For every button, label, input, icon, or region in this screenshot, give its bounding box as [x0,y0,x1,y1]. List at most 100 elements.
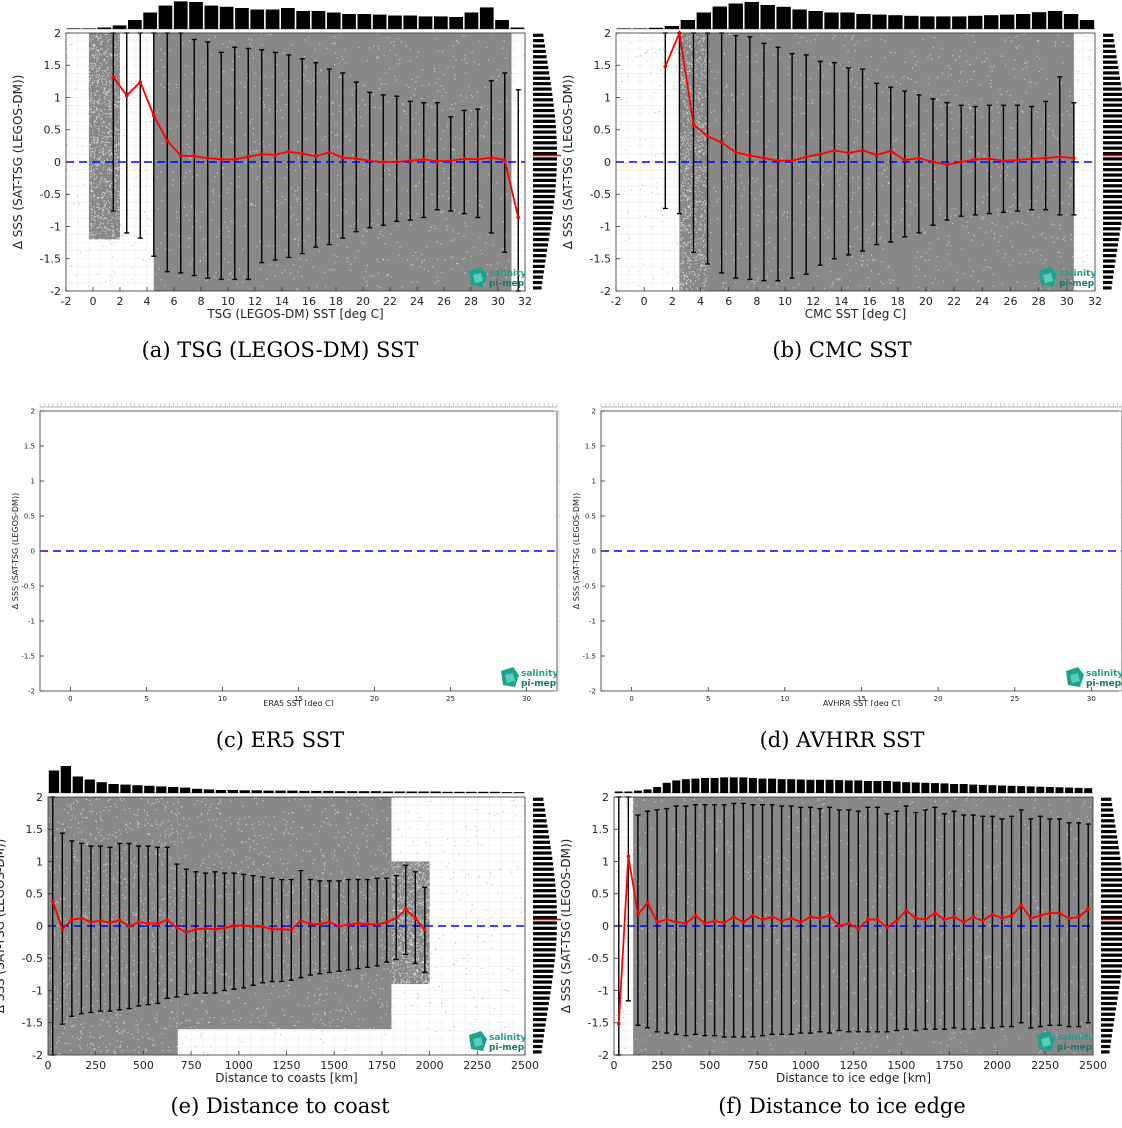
scatter-gap [954,214,956,217]
mean-point [367,158,372,163]
scatter-gap [117,167,119,169]
scatter-gap [703,206,705,208]
scatter-gap [94,54,96,57]
scatter-gap [977,152,979,154]
scatter-point [181,108,183,110]
scatter-gap [100,48,103,50]
scatter-gap [250,203,252,206]
y-tick-label: 0.5 [44,124,62,137]
scatter-gap [702,261,704,263]
scatter-gap [423,259,426,261]
scatter-gap [108,154,111,157]
scatter-gap [377,48,380,50]
scatter-gap [704,280,706,282]
side-histogram-bar [533,205,554,209]
scatter-gap [893,148,895,151]
scatter-gap [102,209,105,211]
scatter-point [493,230,495,232]
scatter-gap [91,208,93,210]
scatter-gap [687,105,689,107]
scatter-gap [95,71,97,73]
scatter-gap [694,279,697,282]
scatter-gap [450,240,452,242]
scatter-point [70,265,72,267]
scatter-gap [915,64,917,66]
scatter-gap [696,36,698,39]
scatter-gap [93,47,95,49]
scatter-point [214,261,216,263]
scatter-gap [317,237,319,239]
scatter-gap [981,217,983,219]
scatter-gap [937,99,939,101]
scatter-gap [89,87,92,89]
scatter-gap [1029,250,1031,252]
scatter-point [316,192,318,194]
scatter-gap [89,38,91,40]
scatter-gap [849,280,851,283]
scatter-gap [351,89,353,91]
scatter-gap [695,263,697,265]
scatter-gap [948,104,950,107]
scatter-gap [1060,83,1062,85]
x-tick-label: 14 [275,295,289,308]
scatter-gap [700,241,702,243]
scatter-point [429,86,431,88]
scatter-gap [223,71,225,73]
scatter-gap [454,103,457,105]
scatter-gap [695,169,697,171]
scatter-gap [754,268,757,270]
scatter-gap [263,104,265,106]
scatter-point [388,194,390,196]
side-histogram-bar [533,98,554,102]
scatter-point [1042,221,1044,223]
scatter-gap [214,36,217,38]
scatter-gap [101,227,103,229]
scatter-point [330,67,332,69]
scatter-gap [698,88,700,90]
scatter-gap [215,271,217,274]
scatter-gap [89,106,91,108]
scatter-gap [268,111,270,113]
scatter-point [659,49,661,51]
scatter-gap [679,199,681,201]
scatter-gap [89,123,91,125]
scatter-point [283,154,285,156]
scatter-point [451,81,453,83]
scatter-gap [364,85,366,87]
scatter-gap [693,228,695,231]
scatter-point [716,223,718,225]
scatter-point [618,86,620,88]
scatter-gap [683,111,685,113]
scatter-point [978,270,980,272]
scatter-gap [699,174,701,177]
scatter-gap [88,144,91,146]
scatter-point [646,50,648,52]
scatter-gap [982,244,984,246]
scatter-gap [96,146,98,148]
scatter-gap [471,51,473,53]
scatter-gap [457,262,459,265]
scatter-gap [380,230,382,232]
scatter-gap [505,193,508,196]
scatter-gap [706,164,708,167]
scatter-point [677,51,679,53]
scatter-point [162,160,164,162]
scatter-gap [119,222,122,224]
scatter-gap [108,92,110,94]
scatter-gap [93,120,96,122]
scatter-gap [303,177,306,179]
scatter-gap [98,203,100,206]
scatter-gap [1014,59,1016,61]
scatter-gap [701,103,704,105]
scatter-gap [1031,213,1034,215]
scatter-gap [95,231,97,233]
scatter-gap [119,68,121,71]
scatter-gap [887,266,889,268]
scatter-gap [853,119,856,121]
scatter-point [919,65,921,67]
scatter-gap [232,69,235,71]
scatter-gap [94,223,96,225]
scatter-point [376,45,378,47]
scatter-gap [690,230,692,232]
scatter-gap [956,271,958,273]
